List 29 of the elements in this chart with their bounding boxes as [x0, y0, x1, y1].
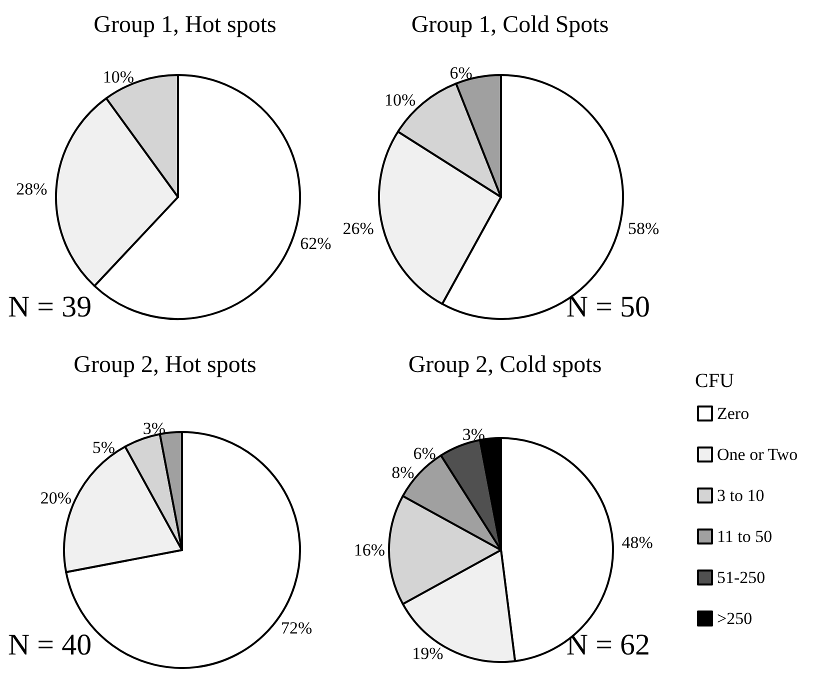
- data-label: 62%: [300, 234, 332, 253]
- legend-title: CFU: [695, 370, 734, 392]
- data-label: 72%: [281, 618, 312, 638]
- data-label: 8%: [392, 463, 414, 482]
- data-label: 26%: [342, 218, 374, 238]
- data-label: 10%: [384, 90, 416, 110]
- chart-title: Group 2, Hot spots: [74, 352, 256, 378]
- text: N = 50: [566, 290, 650, 324]
- legend-label: One or Two: [717, 445, 798, 464]
- chart-title: Group 1, Hot spots: [94, 12, 276, 38]
- legend-label: 11 to 50: [717, 527, 772, 546]
- data-label: 5%: [92, 438, 116, 458]
- text: N = 39: [8, 290, 92, 324]
- legend-label: Zero: [717, 404, 750, 423]
- legend-label: >250: [717, 609, 752, 628]
- legend-label: 51-250: [717, 568, 766, 587]
- data-label: 48%: [622, 533, 653, 552]
- data-label: 16%: [354, 540, 385, 560]
- data-label: 6%: [413, 444, 436, 464]
- data-label: 10%: [102, 68, 134, 87]
- data-label: 6%: [450, 64, 472, 83]
- data-label: 19%: [412, 644, 444, 663]
- data-label: 58%: [628, 218, 660, 238]
- data-label: 28%: [16, 180, 48, 199]
- data-label: 20%: [40, 488, 72, 508]
- text: N = 40: [8, 628, 92, 662]
- chart-title: Group 1, Cold Spots: [411, 12, 609, 38]
- chart-title: Group 2, Cold spots: [408, 352, 602, 378]
- legend-label: 3 to 10: [717, 486, 764, 505]
